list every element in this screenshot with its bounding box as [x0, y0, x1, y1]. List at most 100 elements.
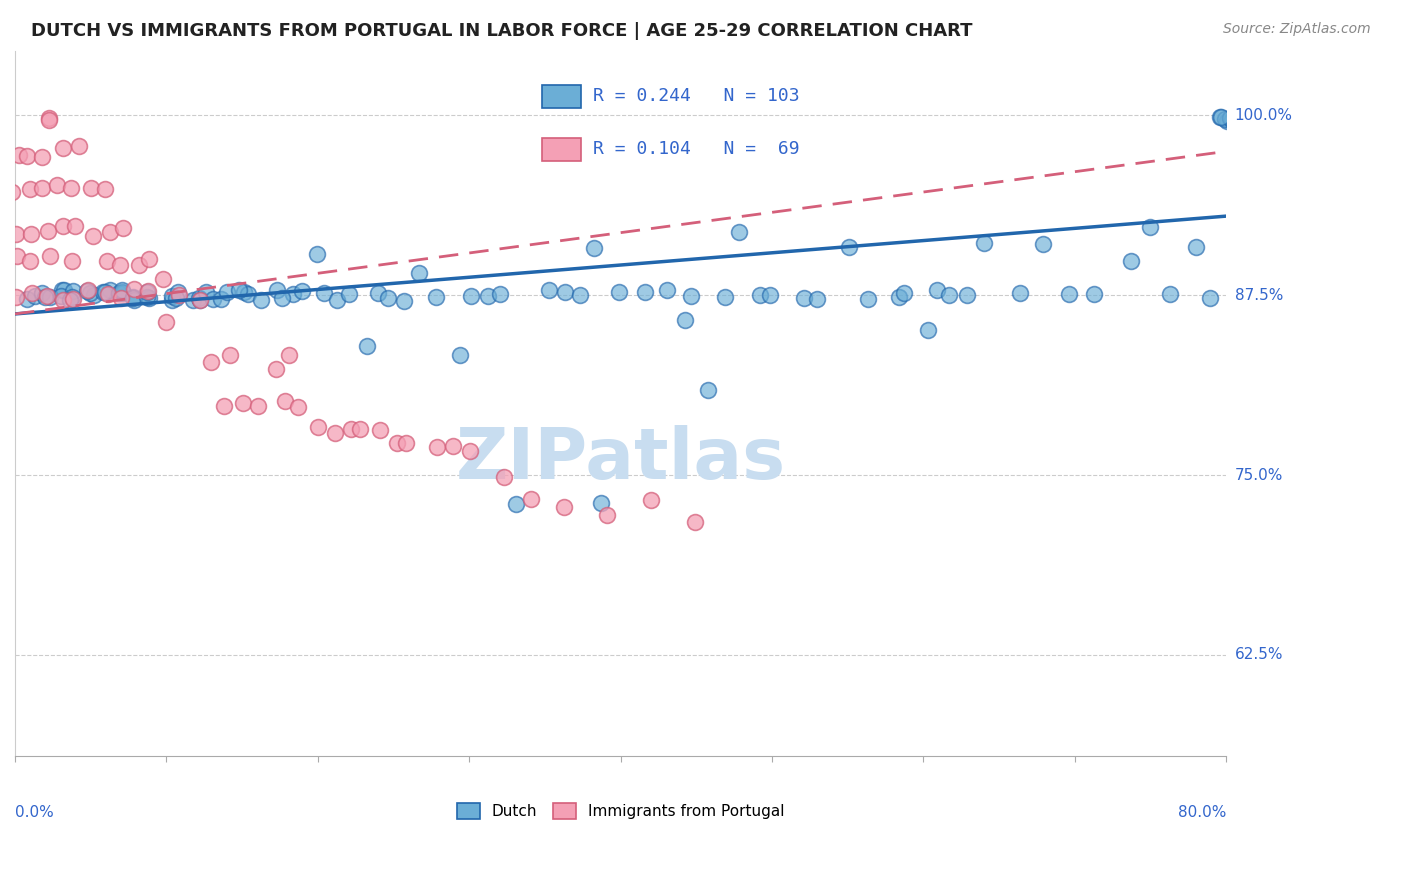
- Point: [63, 219, 86, 233]
- Point: [15, 292, 38, 306]
- Point: [167, 288, 190, 302]
- Point: [79, 286, 101, 301]
- Point: [266, 283, 288, 297]
- Point: [312, 286, 335, 301]
- Point: [188, 293, 211, 307]
- Point: [368, 423, 391, 437]
- Point: [111, 283, 134, 297]
- Point: [160, 289, 183, 303]
- Point: [1083, 287, 1105, 301]
- Point: [82, 229, 104, 244]
- Point: [679, 289, 702, 303]
- Point: [228, 284, 250, 298]
- Point: [91, 285, 114, 299]
- Point: [31, 181, 53, 195]
- Point: [1139, 220, 1161, 235]
- Point: [188, 293, 211, 307]
- Text: 87.5%: 87.5%: [1234, 288, 1282, 302]
- Point: [128, 258, 150, 272]
- Point: [387, 436, 409, 450]
- Point: [94, 285, 117, 300]
- Point: [377, 291, 399, 305]
- Point: [124, 283, 146, 297]
- Point: [62, 284, 84, 298]
- Point: [917, 323, 939, 337]
- Point: [46, 178, 69, 192]
- Point: [112, 220, 135, 235]
- Point: [76, 284, 98, 298]
- Point: [122, 290, 145, 304]
- Point: [52, 140, 75, 154]
- Point: [356, 339, 378, 353]
- Point: [62, 293, 84, 307]
- Point: [108, 258, 131, 272]
- Point: [217, 285, 239, 299]
- Bar: [541, 86, 581, 108]
- Point: [83, 288, 105, 302]
- Point: [838, 240, 860, 254]
- Point: [38, 249, 60, 263]
- Point: [925, 283, 948, 297]
- Point: [59, 293, 82, 307]
- Point: [51, 284, 73, 298]
- Point: [1185, 240, 1208, 254]
- Point: [340, 421, 363, 435]
- Text: R = 0.244   N = 103: R = 0.244 N = 103: [593, 87, 800, 105]
- Point: [24, 289, 46, 303]
- Point: [195, 285, 218, 299]
- Point: [749, 288, 772, 302]
- Text: DUTCH VS IMMIGRANTS FROM PORTUGAL IN LABOR FORCE | AGE 25-29 CORRELATION CHART: DUTCH VS IMMIGRANTS FROM PORTUGAL IN LAB…: [31, 22, 973, 40]
- Point: [489, 286, 512, 301]
- Point: [18, 253, 41, 268]
- Point: [52, 219, 75, 234]
- Point: [138, 292, 160, 306]
- Point: [349, 422, 371, 436]
- Point: [477, 289, 499, 303]
- Point: [201, 292, 224, 306]
- Point: [640, 493, 662, 508]
- Point: [60, 290, 83, 304]
- Point: [793, 291, 815, 305]
- Point: [111, 285, 134, 300]
- Point: [274, 393, 297, 408]
- Bar: [541, 138, 581, 161]
- Point: [519, 492, 541, 507]
- Point: [655, 283, 678, 297]
- Point: [505, 496, 527, 510]
- Point: [31, 150, 53, 164]
- Point: [15, 149, 38, 163]
- Point: [281, 287, 304, 301]
- Point: [38, 111, 60, 125]
- Point: [278, 348, 301, 362]
- Text: 62.5%: 62.5%: [1234, 648, 1284, 663]
- Point: [323, 425, 346, 440]
- Point: [96, 254, 118, 268]
- Point: [209, 292, 232, 306]
- Point: [18, 182, 41, 196]
- Point: [20, 227, 42, 241]
- Point: [138, 252, 160, 266]
- Point: [4, 227, 27, 242]
- Point: [62, 253, 84, 268]
- Point: [136, 290, 159, 304]
- Point: [893, 286, 915, 301]
- Point: [714, 290, 737, 304]
- Point: [1209, 110, 1232, 124]
- Point: [337, 287, 360, 301]
- Point: [492, 469, 515, 483]
- Point: [236, 287, 259, 301]
- Point: [305, 246, 328, 260]
- Point: [1008, 285, 1031, 300]
- Point: [200, 355, 222, 369]
- Point: [589, 495, 612, 509]
- Point: [1199, 291, 1222, 305]
- Point: [426, 440, 449, 454]
- Point: [166, 285, 188, 299]
- Text: R = 0.104   N =  69: R = 0.104 N = 69: [593, 140, 800, 159]
- Point: [52, 293, 75, 308]
- Text: ZIPatlas: ZIPatlas: [456, 425, 786, 494]
- Point: [553, 500, 575, 514]
- Point: [232, 285, 254, 299]
- Point: [441, 440, 464, 454]
- Point: [110, 291, 132, 305]
